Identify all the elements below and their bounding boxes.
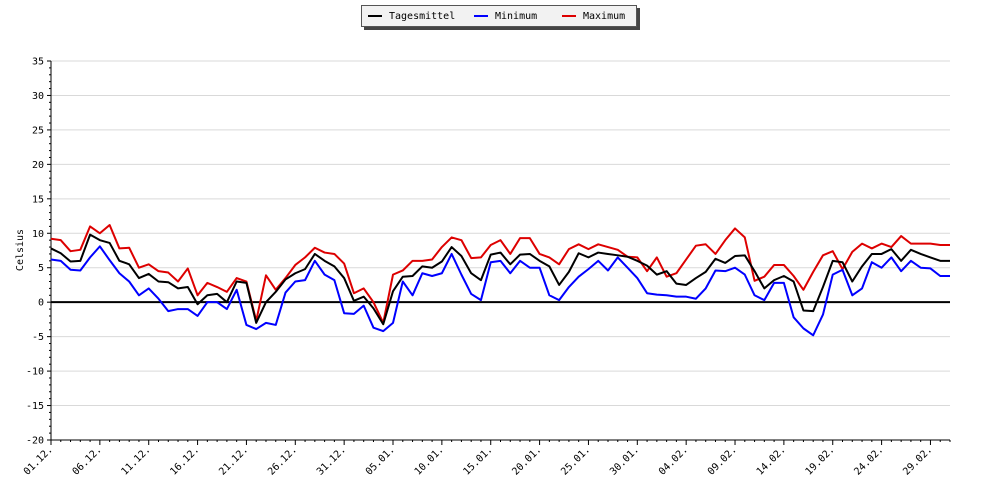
y-tick-labels: -20 -15 -10 -5 0 5 10 15 20 25 30 35 (26, 57, 44, 447)
y-tick-label: 10 (32, 229, 44, 240)
x-tick-label: 05.01. (364, 444, 397, 477)
series-line-tagesmittel (50, 233, 950, 326)
y-axis-label: Celsius (15, 229, 26, 271)
x-tick-label: 09.02. (706, 444, 739, 477)
legend-item-maximum: Maximum (562, 9, 625, 23)
legend-label-tagesmittel: Tagesmittel (389, 10, 456, 22)
x-tick-label: 16.12. (168, 444, 201, 477)
y-tick-label: -10 (26, 367, 44, 378)
legend-item-minimum: Minimum (474, 9, 537, 23)
x-tick-label: 24.02. (852, 444, 885, 477)
x-tick-label: 31.12. (315, 444, 348, 477)
legend: Tagesmittel Minimum Maximum (361, 5, 637, 27)
x-tick-label: 14.02. (755, 444, 788, 477)
y-tick-label: 0 (38, 298, 44, 309)
x-tick-labels: 01.12. 06.12. 11.12. 16.12. 21.12. 26.12. 31.1… (22, 444, 935, 477)
y-tick-label: -15 (26, 401, 44, 412)
legend-label-maximum: Maximum (583, 10, 626, 22)
x-tick-label: 11.12. (120, 444, 153, 477)
x-tick-label: 25.01. (559, 444, 592, 477)
x-tick-label: 10.01. (413, 444, 446, 477)
legend-swatch-minimum (474, 15, 488, 17)
legend-item-tagesmittel: Tagesmittel (368, 9, 455, 23)
legend-label-minimum: Minimum (495, 10, 538, 22)
x-tick-label: 01.12. (22, 444, 55, 477)
legend-swatch-tagesmittel (368, 15, 382, 17)
grid (51, 60, 950, 441)
x-tick-label: 21.12. (217, 444, 250, 477)
series-lines (50, 224, 950, 337)
x-tick-label: 19.02. (804, 444, 837, 477)
series-line-maximum (50, 224, 950, 324)
y-tick-label: 5 (38, 263, 44, 274)
x-tick-label: 30.01. (608, 444, 641, 477)
y-tick-label: 30 (32, 91, 44, 102)
y-tick-label: 20 (32, 160, 44, 171)
x-tick-label: 20.01. (510, 444, 543, 477)
x-tick-label: 15.01. (462, 444, 495, 477)
x-tick-label: 26.12. (266, 444, 299, 477)
y-tick-label: 25 (32, 125, 44, 136)
series-line-minimum (50, 245, 950, 337)
y-tick-label: -20 (26, 436, 44, 447)
y-tick-label: 15 (32, 194, 44, 205)
y-tick-label: -5 (32, 332, 44, 343)
y-tick-label: 35 (32, 57, 44, 68)
x-tick-label: 29.02. (901, 444, 934, 477)
legend-swatch-maximum (562, 15, 576, 17)
x-tick-label: 06.12. (71, 444, 104, 477)
x-tick-label: 04.02. (657, 444, 690, 477)
